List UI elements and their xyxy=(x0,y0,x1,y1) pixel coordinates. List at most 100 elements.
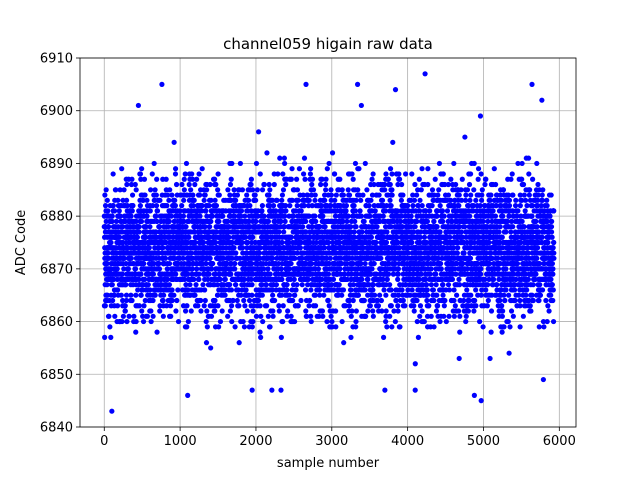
data-point xyxy=(257,329,263,335)
data-point xyxy=(326,160,332,167)
data-point xyxy=(266,192,272,198)
data-point xyxy=(352,208,358,214)
data-point xyxy=(410,203,416,209)
data-point xyxy=(399,287,405,293)
data-point xyxy=(144,213,150,219)
data-point xyxy=(284,282,290,288)
data-point xyxy=(306,197,312,203)
data-point xyxy=(197,213,203,219)
data-point xyxy=(114,266,120,272)
data-point xyxy=(202,192,208,198)
data-point xyxy=(171,292,177,298)
data-point xyxy=(462,224,468,230)
data-point xyxy=(384,229,390,235)
data-point xyxy=(227,308,233,314)
data-point xyxy=(114,303,121,309)
data-point xyxy=(125,266,131,272)
data-point xyxy=(166,218,172,225)
data-point xyxy=(270,308,276,314)
data-point xyxy=(453,271,459,277)
data-point xyxy=(192,292,198,298)
data-point xyxy=(439,208,446,214)
data-point xyxy=(431,297,437,304)
data-point xyxy=(449,276,456,282)
data-point xyxy=(131,313,137,319)
data-point xyxy=(358,213,364,219)
data-point xyxy=(357,208,363,214)
data-point xyxy=(110,297,116,304)
data-point xyxy=(213,203,220,209)
data-point xyxy=(191,229,197,235)
data-point xyxy=(312,197,318,203)
data-point xyxy=(288,176,294,182)
data-point xyxy=(442,297,448,304)
data-point xyxy=(312,192,318,198)
data-point xyxy=(257,171,263,177)
data-point xyxy=(128,255,134,261)
data-point xyxy=(102,192,108,198)
data-point xyxy=(433,282,439,288)
data-point xyxy=(370,282,376,288)
data-point xyxy=(276,308,282,314)
data-point xyxy=(108,334,114,340)
data-point xyxy=(340,287,347,293)
data-point xyxy=(236,303,242,309)
data-point xyxy=(156,260,162,267)
data-point xyxy=(186,181,192,188)
data-point xyxy=(138,176,144,182)
data-point xyxy=(288,260,294,267)
data-point xyxy=(472,297,478,304)
data-point xyxy=(297,245,303,251)
data-point xyxy=(392,318,398,325)
data-point xyxy=(350,297,356,304)
data-point xyxy=(271,181,277,188)
data-point xyxy=(383,318,389,325)
data-point xyxy=(390,139,396,145)
data-point xyxy=(188,308,194,314)
data-point xyxy=(177,208,183,214)
data-point xyxy=(372,292,378,298)
data-point xyxy=(192,181,198,188)
data-point xyxy=(270,203,277,209)
data-point xyxy=(253,160,260,167)
data-point xyxy=(400,192,406,198)
data-point xyxy=(336,282,342,288)
data-point xyxy=(466,181,473,188)
data-point xyxy=(275,171,281,177)
data-point xyxy=(135,287,141,293)
data-point xyxy=(185,318,191,325)
data-point xyxy=(345,187,351,193)
data-point xyxy=(395,276,401,282)
data-point xyxy=(270,292,276,298)
data-point xyxy=(252,192,258,198)
data-point xyxy=(189,266,195,272)
data-point xyxy=(378,255,384,261)
data-point xyxy=(186,234,192,240)
data-point xyxy=(441,213,447,219)
data-point xyxy=(169,192,175,198)
data-point xyxy=(292,292,298,298)
data-point xyxy=(233,282,239,288)
data-point xyxy=(129,176,135,182)
data-point xyxy=(121,255,127,261)
data-point xyxy=(351,203,357,209)
data-point xyxy=(384,324,390,330)
data-point xyxy=(227,282,233,288)
data-point xyxy=(428,266,434,272)
data-point xyxy=(171,139,177,145)
data-point xyxy=(189,171,195,177)
data-point xyxy=(172,171,179,177)
data-point xyxy=(380,334,387,340)
data-point xyxy=(145,282,151,288)
data-point xyxy=(102,303,108,309)
data-point xyxy=(434,303,441,309)
data-point xyxy=(440,282,446,288)
data-point xyxy=(141,260,147,267)
data-point xyxy=(226,234,232,240)
data-point xyxy=(353,224,359,230)
data-point xyxy=(324,166,330,172)
data-point xyxy=(414,218,420,225)
data-point xyxy=(172,197,178,203)
data-point xyxy=(194,176,200,182)
data-point xyxy=(303,308,309,314)
